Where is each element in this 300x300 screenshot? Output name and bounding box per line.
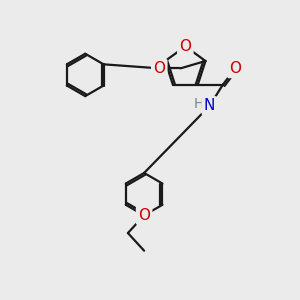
Text: N: N — [204, 98, 215, 113]
Text: O: O — [179, 39, 191, 54]
Text: O: O — [229, 61, 241, 76]
Text: H: H — [193, 97, 204, 111]
Text: O: O — [138, 208, 150, 223]
Text: O: O — [153, 61, 165, 76]
